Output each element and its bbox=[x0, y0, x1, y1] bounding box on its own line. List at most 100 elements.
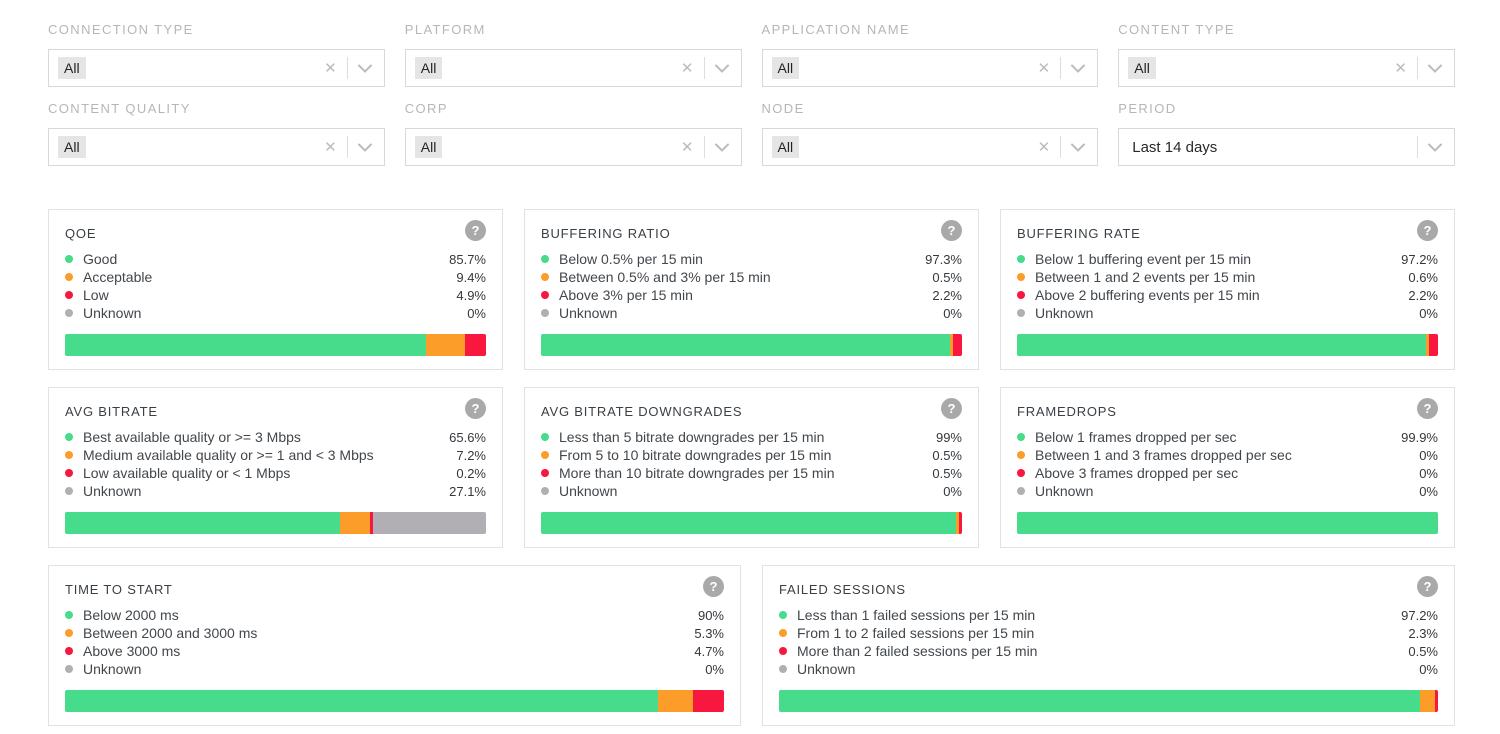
legend-dot-icon bbox=[65, 309, 73, 317]
bar-segment bbox=[1419, 690, 1435, 712]
filter-select[interactable]: Last 14 days bbox=[1118, 128, 1455, 166]
chevron-down-icon[interactable] bbox=[1071, 143, 1086, 152]
filters-grid: CONNECTION TYPE All ✕ PLATFORM All ✕ bbox=[48, 22, 1455, 166]
legend-value: 0% bbox=[943, 305, 962, 321]
help-icon[interactable]: ? bbox=[941, 220, 962, 241]
bar-segment bbox=[339, 512, 370, 534]
legend-dot-icon bbox=[1017, 469, 1025, 477]
legend-row: Low available quality or < 1 Mbps 0.2% bbox=[65, 464, 486, 482]
legend-row: More than 10 bitrate downgrades per 15 m… bbox=[541, 464, 962, 482]
legend-value: 0% bbox=[1419, 661, 1438, 677]
clear-icon[interactable]: ✕ bbox=[324, 138, 337, 156]
legend-value: 2.3% bbox=[1408, 625, 1438, 641]
legend-label: Unknown bbox=[1035, 305, 1094, 321]
select-divider bbox=[703, 136, 705, 158]
select-divider bbox=[346, 57, 348, 79]
filter-select[interactable]: All ✕ bbox=[404, 128, 742, 166]
legend-value: 0% bbox=[1419, 483, 1438, 499]
filter-group: CONTENT TYPE All ✕ bbox=[1118, 22, 1455, 87]
card-header: AVG BITRATE DOWNGRADES ? bbox=[541, 398, 962, 419]
card-legend: Below 1 frames dropped per sec 99.9% Bet… bbox=[1017, 428, 1438, 500]
metric-card: AVG BITRATE DOWNGRADES ? Less than 5 bit… bbox=[524, 387, 979, 548]
filter-group: CONNECTION TYPE All ✕ bbox=[48, 22, 385, 87]
clear-icon[interactable]: ✕ bbox=[680, 138, 694, 156]
clear-icon[interactable]: ✕ bbox=[1037, 138, 1051, 156]
chevron-down-icon[interactable] bbox=[714, 64, 729, 73]
legend-row: Unknown 27.1% bbox=[65, 482, 486, 500]
legend-value: 0% bbox=[705, 661, 724, 677]
help-icon[interactable]: ? bbox=[1417, 398, 1438, 419]
filter-select[interactable]: All ✕ bbox=[761, 49, 1099, 87]
bar-segment bbox=[372, 512, 486, 534]
legend-label: More than 10 bitrate downgrades per 15 m… bbox=[559, 465, 835, 481]
filter-group: PLATFORM All ✕ bbox=[404, 22, 742, 87]
legend-label: Less than 5 bitrate downgrades per 15 mi… bbox=[559, 429, 825, 445]
bar-segment bbox=[693, 690, 724, 712]
filter-select[interactable]: All ✕ bbox=[48, 49, 385, 87]
legend-dot-icon bbox=[65, 451, 73, 459]
stacked-bar bbox=[541, 512, 962, 534]
help-icon[interactable]: ? bbox=[465, 220, 486, 241]
legend-value: 9.4% bbox=[456, 269, 486, 285]
filter-group: CORP All ✕ bbox=[404, 101, 742, 166]
legend-dot-icon bbox=[65, 629, 73, 637]
legend-label: Below 0.5% per 15 min bbox=[559, 251, 703, 267]
legend-row: Best available quality or >= 3 Mbps 65.6… bbox=[65, 428, 486, 446]
select-controls: ✕ bbox=[1038, 136, 1086, 158]
legend-row: Unknown 0% bbox=[1017, 482, 1438, 500]
card-legend: Below 2000 ms 90% Between 2000 and 3000 … bbox=[65, 606, 724, 678]
legend-dot-icon bbox=[541, 273, 549, 281]
legend-label: Unknown bbox=[559, 483, 618, 499]
bar-segment bbox=[369, 512, 373, 534]
select-controls: ✕ bbox=[1394, 57, 1442, 79]
card-header: AVG BITRATE ? bbox=[65, 398, 486, 419]
help-icon[interactable]: ? bbox=[1417, 576, 1438, 597]
card-title: QOE bbox=[65, 226, 97, 241]
filter-label: CONTENT QUALITY bbox=[48, 101, 191, 116]
clear-icon[interactable]: ✕ bbox=[1394, 59, 1407, 77]
help-icon[interactable]: ? bbox=[941, 398, 962, 419]
chevron-down-icon[interactable] bbox=[714, 143, 729, 152]
legend-label: Unknown bbox=[1035, 483, 1094, 499]
filter-select[interactable]: All ✕ bbox=[48, 128, 385, 166]
help-icon[interactable]: ? bbox=[703, 576, 724, 597]
clear-icon[interactable]: ✕ bbox=[324, 59, 337, 77]
bar-segment bbox=[1425, 334, 1429, 356]
select-controls bbox=[1407, 136, 1442, 158]
chevron-down-icon[interactable] bbox=[357, 143, 372, 152]
card-title: FAILED SESSIONS bbox=[779, 582, 906, 597]
chevron-down-icon[interactable] bbox=[357, 64, 372, 73]
help-icon[interactable]: ? bbox=[465, 398, 486, 419]
legend-label: Unknown bbox=[797, 661, 856, 677]
legend-label: Above 3% per 15 min bbox=[559, 287, 693, 303]
card-header: FRAMEDROPS ? bbox=[1017, 398, 1438, 419]
legend-dot-icon bbox=[541, 291, 549, 299]
metric-card: TIME TO START ? Below 2000 ms 90% Betwee… bbox=[48, 565, 741, 726]
legend-label: Less than 1 failed sessions per 15 min bbox=[797, 607, 1036, 623]
filter-select[interactable]: All ✕ bbox=[1118, 49, 1455, 87]
legend-dot-icon bbox=[65, 273, 73, 281]
metric-card: BUFFERING RATIO ? Below 0.5% per 15 min … bbox=[524, 209, 979, 370]
card-legend: Below 1 buffering event per 15 min 97.2%… bbox=[1017, 250, 1438, 322]
legend-row: Between 0.5% and 3% per 15 min 0.5% bbox=[541, 268, 962, 286]
legend-value: 97.2% bbox=[1401, 251, 1438, 267]
stacked-bar bbox=[1017, 512, 1438, 534]
legend-dot-icon bbox=[779, 629, 787, 637]
legend-value: 0.5% bbox=[932, 269, 962, 285]
card-title: BUFFERING RATIO bbox=[541, 226, 671, 241]
clear-icon[interactable]: ✕ bbox=[680, 59, 694, 77]
select-divider bbox=[1417, 57, 1418, 79]
chevron-down-icon[interactable] bbox=[1071, 64, 1086, 73]
chevron-down-icon[interactable] bbox=[1428, 143, 1442, 152]
card-legend: Less than 5 bitrate downgrades per 15 mi… bbox=[541, 428, 962, 500]
chevron-down-icon[interactable] bbox=[1428, 64, 1442, 73]
legend-dot-icon bbox=[1017, 433, 1025, 441]
legend-row: Above 2 buffering events per 15 min 2.2% bbox=[1017, 286, 1438, 304]
filter-select[interactable]: All ✕ bbox=[761, 128, 1099, 166]
help-icon[interactable]: ? bbox=[1417, 220, 1438, 241]
clear-icon[interactable]: ✕ bbox=[1037, 59, 1051, 77]
bar-segment bbox=[465, 334, 486, 356]
legend-dot-icon bbox=[65, 255, 73, 263]
filter-select[interactable]: All ✕ bbox=[404, 49, 742, 87]
